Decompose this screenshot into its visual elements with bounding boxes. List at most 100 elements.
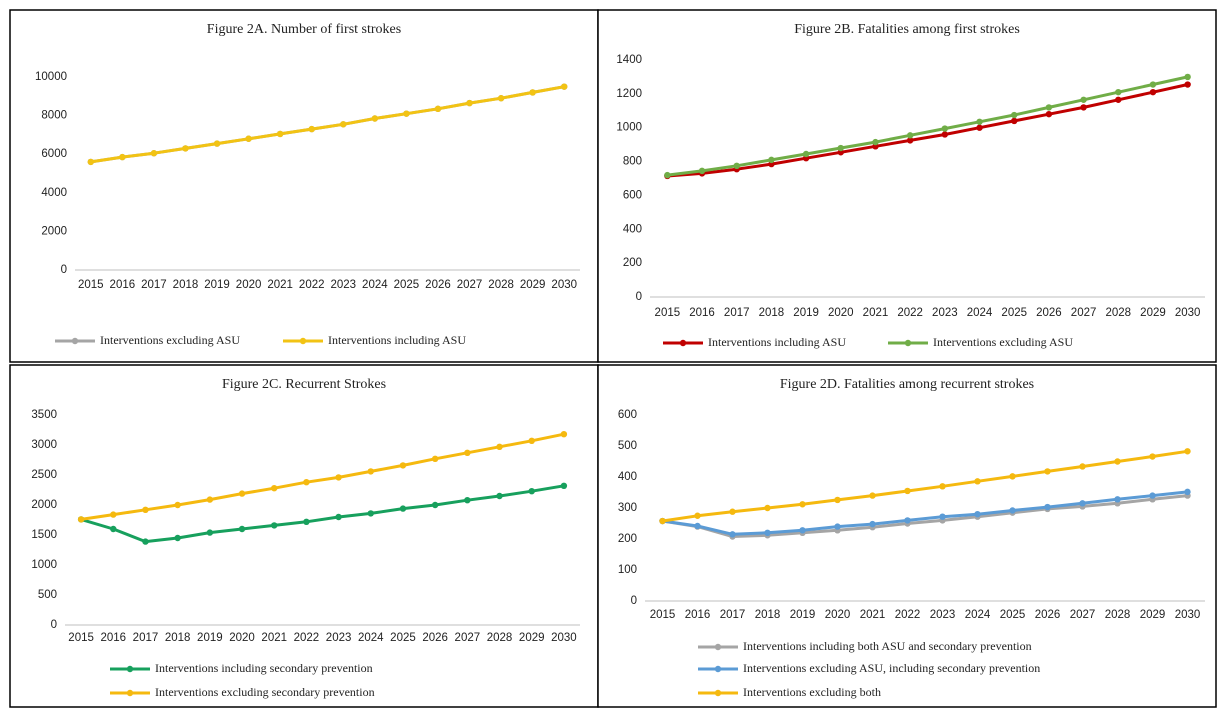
point	[1184, 73, 1191, 81]
x-tick-label: 2018	[165, 632, 191, 644]
point	[729, 508, 736, 515]
legend-item: Interventions excluding ASU	[888, 335, 1073, 349]
x-tick-label: 2022	[897, 307, 923, 319]
point	[497, 95, 505, 102]
point	[659, 517, 666, 525]
point	[110, 511, 117, 518]
point	[238, 490, 246, 497]
point	[561, 83, 568, 90]
x-tick-label: 2027	[1071, 307, 1097, 319]
point	[174, 501, 181, 509]
y-tick-label: 2000	[41, 225, 67, 237]
point	[367, 510, 374, 517]
x-tick-label: 2015	[68, 632, 94, 644]
x-tick-label: 2029	[1140, 307, 1166, 319]
point	[974, 511, 981, 518]
point	[1044, 503, 1051, 511]
x-tick-label: 2026	[425, 279, 451, 291]
y-tick-label: 800	[623, 156, 642, 168]
point	[1149, 81, 1157, 88]
x-tick-label: 2023	[330, 279, 356, 291]
point	[528, 437, 535, 444]
y-tick-label: 2000	[31, 499, 57, 511]
series-line	[662, 449, 1188, 523]
chart-title: Figure 2D. Fatalities among recurrent st…	[780, 377, 1034, 392]
legend-label: Interventions including ASU	[708, 335, 846, 349]
legend-marker	[714, 643, 722, 651]
y-tick-label: 500	[38, 589, 57, 601]
point	[872, 138, 879, 146]
point	[1149, 453, 1156, 460]
x-tick-label: 2030	[551, 279, 577, 291]
point	[303, 518, 310, 525]
x-tick-label: 2028	[487, 632, 513, 644]
x-tick-label: 2029	[520, 279, 546, 291]
point	[1080, 104, 1087, 111]
point	[303, 479, 310, 486]
chart-title: Figure 2C. Recurrent Strokes	[222, 377, 386, 392]
point	[142, 506, 149, 513]
point	[906, 132, 914, 139]
point	[335, 513, 342, 521]
point	[529, 89, 536, 96]
point	[245, 135, 252, 142]
y-tick-label: 1500	[31, 529, 57, 541]
y-tick-label: 10000	[35, 71, 67, 83]
point	[1115, 96, 1122, 103]
point	[1045, 104, 1053, 111]
x-tick-label: 2017	[141, 279, 167, 291]
x-tick-label: 2028	[1105, 307, 1131, 319]
panel-border	[9, 9, 599, 363]
x-tick-label: 2019	[197, 632, 223, 644]
point	[77, 516, 85, 523]
point	[431, 455, 439, 462]
x-tick-label: 2015	[78, 279, 104, 291]
y-tick-label: 0	[631, 595, 637, 607]
point	[560, 482, 568, 489]
point	[496, 492, 503, 500]
series-line	[90, 85, 565, 164]
x-tick-label: 2026	[422, 632, 448, 644]
legend-marker	[679, 339, 687, 347]
point	[87, 158, 94, 166]
point	[1184, 81, 1191, 88]
x-tick-label: 2020	[229, 632, 255, 644]
point	[799, 501, 806, 508]
point	[213, 140, 221, 147]
x-tick-label: 2016	[100, 632, 126, 644]
point	[399, 505, 407, 512]
point	[271, 485, 278, 492]
legend-item: Interventions including secondary preven…	[110, 661, 373, 675]
point	[976, 118, 983, 125]
point	[939, 483, 946, 490]
y-tick-label: 200	[623, 257, 642, 269]
point	[150, 150, 158, 157]
y-tick-label: 500	[618, 440, 637, 452]
legend-label: Interventions excluding ASU	[100, 333, 240, 347]
point	[174, 534, 181, 542]
point	[496, 443, 503, 450]
point	[698, 167, 706, 175]
point	[869, 492, 876, 499]
legend-marker	[71, 337, 79, 345]
point	[1011, 111, 1018, 119]
series-line	[80, 432, 565, 521]
y-tick-label: 400	[618, 471, 637, 483]
point	[434, 105, 442, 113]
x-tick-label: 2024	[967, 307, 993, 319]
point	[904, 517, 911, 524]
point	[182, 145, 189, 152]
x-tick-label: 2022	[299, 279, 325, 291]
point	[1080, 96, 1087, 103]
legend-item: Interventions excluding ASU, including s…	[698, 661, 1040, 675]
point	[399, 462, 407, 469]
x-tick-label: 2015	[655, 307, 681, 319]
point	[238, 525, 246, 533]
y-tick-label: 1000	[616, 122, 642, 134]
x-tick-label: 2016	[689, 307, 715, 319]
y-tick-label: 600	[618, 409, 637, 421]
y-tick-label: 0	[61, 264, 67, 276]
y-tick-label: 2500	[31, 469, 57, 481]
panel: Figure 2C. Recurrent Strokes 0 500 1000 1500…	[9, 364, 599, 708]
point	[1115, 88, 1122, 96]
